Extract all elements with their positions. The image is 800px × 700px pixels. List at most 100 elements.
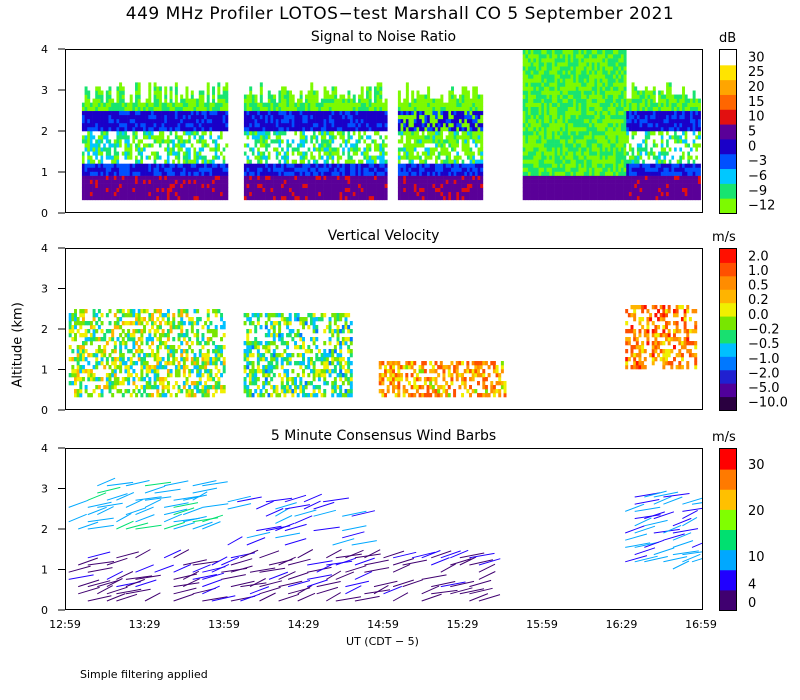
snr-cell: [297, 102, 300, 107]
snr-cell: [222, 131, 226, 136]
snr-cell: [429, 135, 433, 140]
snr-cell: [427, 139, 431, 144]
snr-cell: [145, 179, 149, 184]
snr-cell: [456, 135, 460, 140]
snr-cell: [97, 167, 101, 172]
snr-cell: [371, 191, 375, 197]
snr-cell: [312, 122, 316, 128]
snr-cell: [347, 187, 351, 193]
snr-cell: [400, 163, 404, 168]
snr-cell: [612, 135, 616, 140]
snr-cell: [605, 82, 608, 87]
snr-cell: [97, 131, 101, 136]
snr-cell: [87, 122, 91, 128]
snr-cell: [302, 110, 306, 116]
snr-cell: [445, 110, 449, 116]
snr-cell: [315, 94, 319, 99]
snr-cell: [565, 74, 569, 79]
snr-cell: [586, 82, 590, 87]
snr-cell: [100, 98, 104, 103]
snr-cell: [116, 143, 120, 148]
snr-cell: [538, 191, 542, 197]
snr-cell: [435, 139, 439, 144]
snr-cell: [201, 155, 205, 160]
snr-cell: [212, 139, 215, 144]
snr-cell: [270, 143, 274, 148]
snr-cell: [575, 183, 579, 188]
snr-cell: [419, 102, 423, 107]
snr-cell: [251, 143, 255, 148]
snr-cell: [331, 122, 335, 128]
snr-cell: [461, 86, 465, 91]
snr-cell: [222, 110, 226, 116]
snr-cell: [408, 179, 412, 184]
snr-cell: [589, 90, 593, 95]
snr-cell: [612, 159, 616, 164]
snr-cell: [557, 78, 561, 83]
snr-cell: [265, 131, 269, 136]
snr-cell: [477, 179, 481, 184]
snr-cell: [591, 94, 595, 99]
snr-cell: [376, 131, 380, 136]
snr-cell: [570, 187, 574, 193]
snr-cell: [249, 179, 253, 184]
snr-cell: [310, 98, 314, 103]
snr-cell: [270, 151, 274, 156]
snr-cell: [278, 102, 282, 107]
snr-cell: [193, 143, 197, 148]
snr-cell: [145, 126, 149, 132]
snr-cell: [546, 50, 550, 55]
snr-cell: [95, 126, 99, 132]
snr-cell: [440, 163, 444, 168]
snr-cell: [121, 151, 125, 156]
snr-cell: [281, 122, 285, 128]
snr-cell: [363, 122, 367, 128]
snr-cell: [551, 106, 555, 112]
snr-cell: [551, 118, 555, 124]
snr-cell: [190, 155, 194, 160]
snr-cell: [283, 191, 287, 197]
snr-cell: [249, 171, 253, 176]
snr-cell: [421, 171, 425, 176]
snr-cell: [573, 94, 577, 99]
snr-cell: [352, 191, 356, 197]
snr-cell: [538, 126, 542, 132]
snr-cell: [602, 179, 606, 184]
snr-cell: [193, 179, 197, 184]
snr-cell: [246, 94, 250, 99]
snr-cell: [573, 131, 577, 136]
snr-cell: [469, 139, 473, 144]
snr-cell: [583, 106, 587, 112]
snr-cell: [591, 135, 595, 140]
snr-cell: [605, 155, 608, 160]
snr-cell: [543, 114, 547, 120]
snr-cell: [578, 163, 582, 168]
snr-cell: [541, 90, 545, 95]
snr-cell: [188, 187, 192, 193]
snr-cell: [371, 147, 375, 152]
snr-cell: [265, 183, 269, 188]
snr-cell: [366, 86, 370, 91]
snr-cell: [161, 126, 165, 132]
snr-cell: [379, 167, 383, 172]
snr-cell: [81, 167, 85, 172]
snr-cell: [204, 122, 208, 128]
snr-cell: [464, 114, 468, 120]
snr-cell: [599, 114, 603, 120]
snr-cell: [538, 94, 542, 99]
snr-cell: [565, 58, 569, 63]
snr-cell: [363, 179, 367, 184]
snr-cell: [318, 151, 322, 156]
snr-cell: [310, 143, 314, 148]
snr-cell: [145, 147, 149, 152]
snr-cell: [458, 114, 462, 120]
snr-cell: [453, 151, 457, 156]
snr-cell: [578, 167, 582, 172]
snr-cell: [376, 82, 380, 87]
snr-cell: [286, 159, 290, 164]
snr-cell: [318, 110, 322, 116]
snr-cell: [543, 90, 547, 95]
snr-cell: [243, 110, 247, 116]
snr-cell: [222, 86, 226, 91]
snr-cell: [583, 58, 587, 63]
